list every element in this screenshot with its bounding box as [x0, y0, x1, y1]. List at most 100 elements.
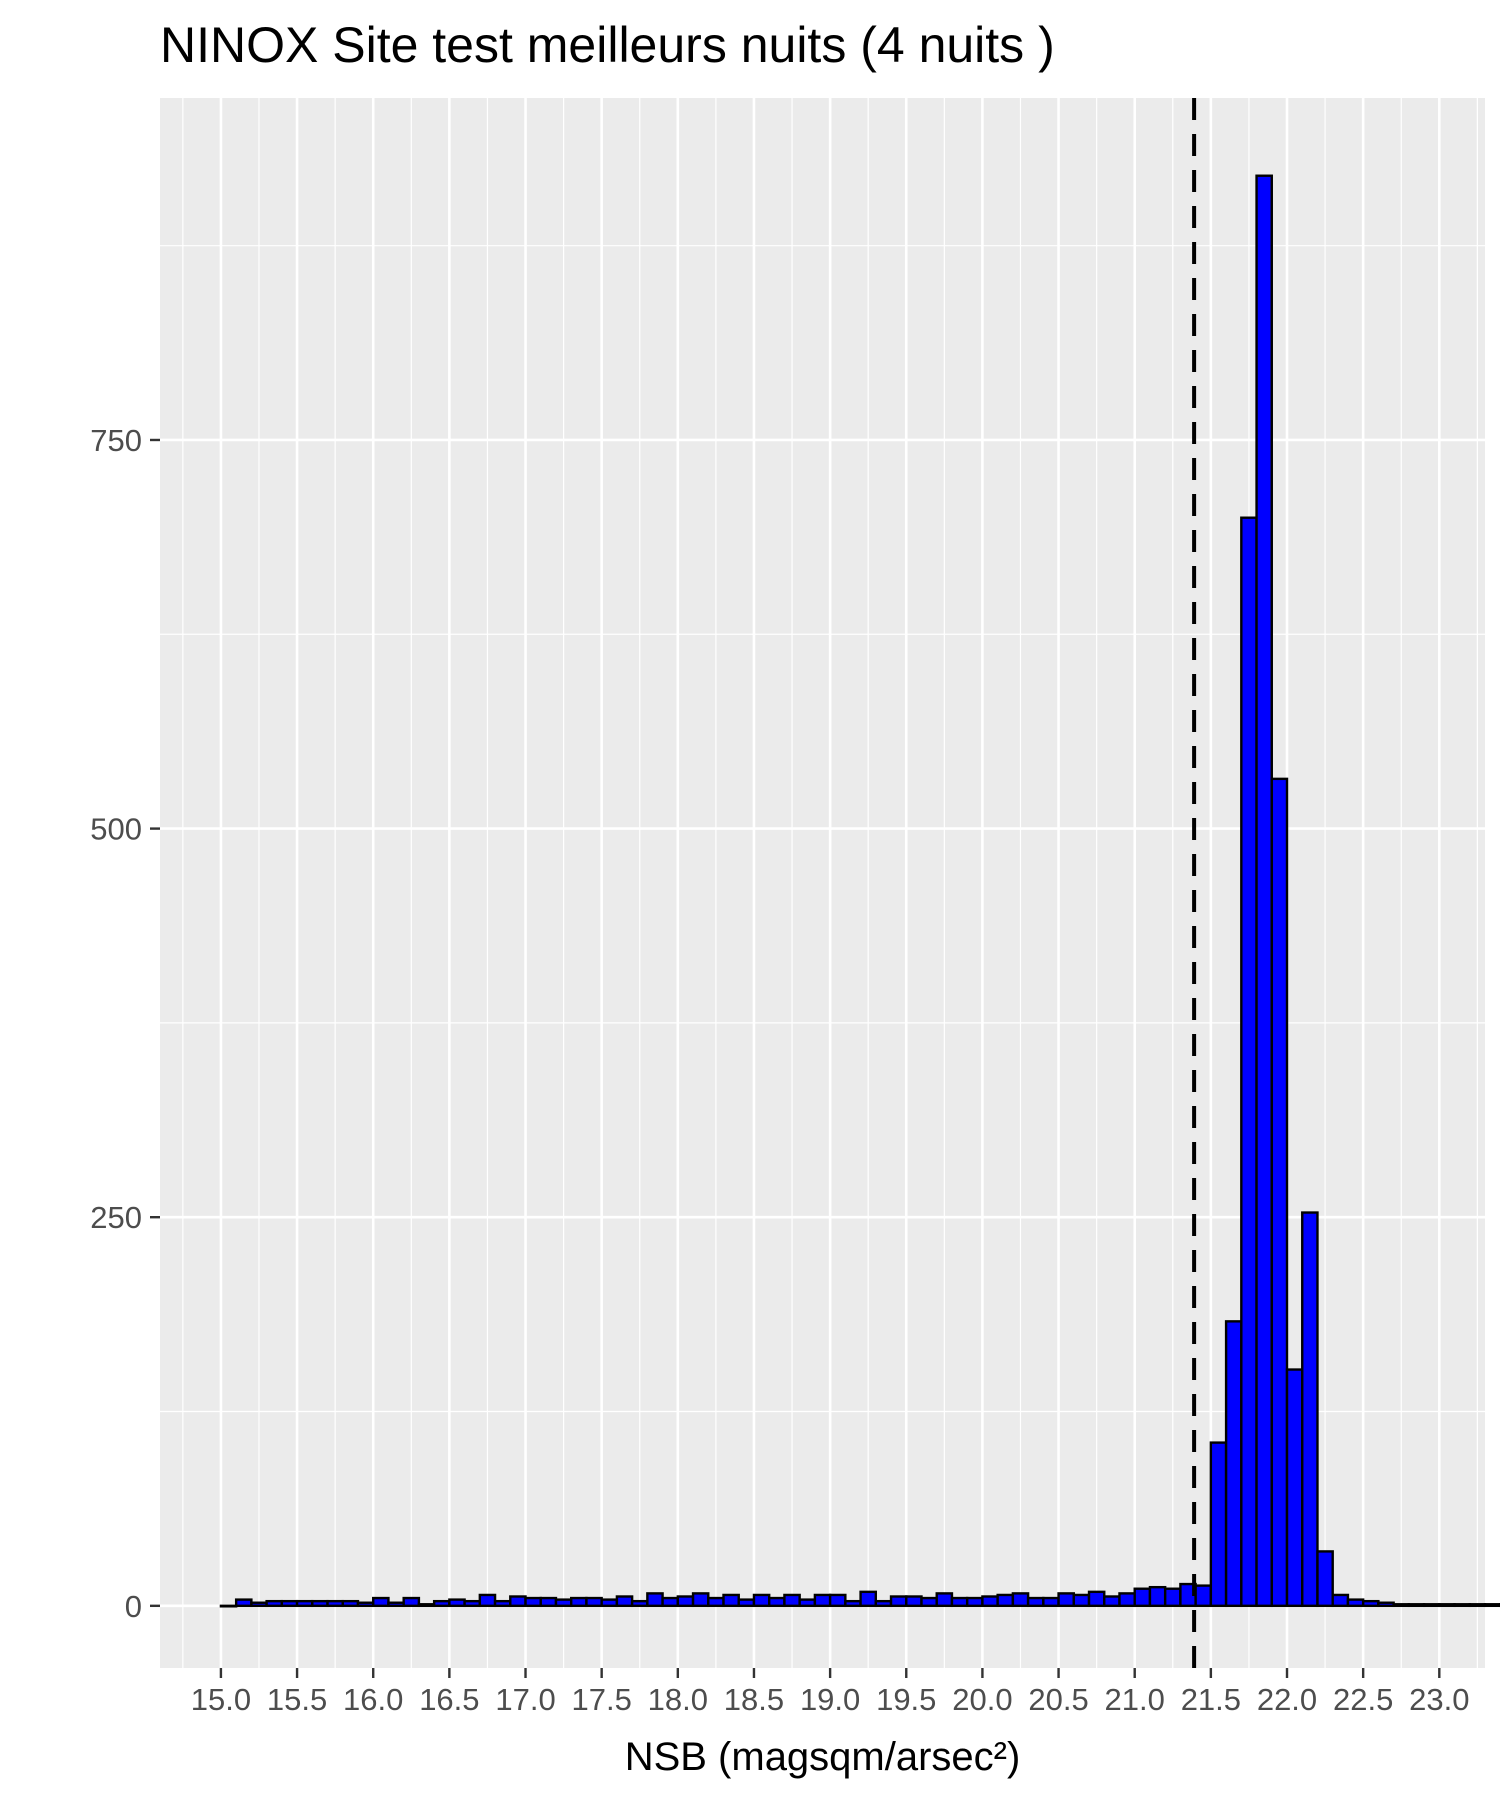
histogram-bar — [630, 1599, 649, 1608]
x-tick-label: 18.0 — [648, 1682, 708, 1717]
histogram-bar — [448, 1598, 466, 1608]
x-tick-label: 19.0 — [800, 1682, 860, 1717]
histogram-bar — [965, 1596, 984, 1608]
histogram-bar — [1057, 1592, 1075, 1608]
histogram-bar — [356, 1601, 375, 1608]
x-tick-label: 22.5 — [1333, 1682, 1393, 1717]
histogram-bar — [1331, 1593, 1350, 1608]
histogram-bar — [417, 1603, 436, 1608]
histogram-bar — [509, 1595, 527, 1608]
histogram-bar — [1422, 1603, 1441, 1608]
x-tick-label: 22.0 — [1257, 1682, 1317, 1717]
histogram-bar — [280, 1599, 299, 1608]
y-tick-label: 500 — [90, 812, 142, 847]
histogram-bar — [478, 1593, 497, 1608]
histogram-bar — [387, 1601, 405, 1608]
histogram-bar — [646, 1592, 664, 1608]
chart-title: NINOX Site test meilleurs nuits (4 nuits… — [160, 17, 1055, 73]
histogram-bar — [1163, 1587, 1182, 1608]
histogram-bar — [554, 1598, 573, 1608]
histogram-bar — [539, 1596, 558, 1608]
histogram-bar — [1453, 1603, 1471, 1608]
histogram-bar — [707, 1596, 725, 1608]
histogram-bar — [463, 1599, 482, 1608]
x-tick-label: 16.0 — [343, 1682, 403, 1717]
x-tick-label: 18.5 — [724, 1682, 784, 1717]
histogram-bar — [326, 1599, 344, 1608]
histogram-bar — [752, 1593, 771, 1608]
x-tick-label: 17.0 — [495, 1682, 555, 1717]
x-tick-label: 21.0 — [1105, 1682, 1165, 1717]
histogram-bar — [402, 1596, 421, 1608]
histogram-bar — [889, 1595, 908, 1608]
histogram-bar — [859, 1590, 878, 1608]
histogram-bar — [615, 1595, 634, 1608]
histogram-bar — [1270, 777, 1289, 1608]
histogram-bar — [265, 1599, 284, 1608]
x-tick-label: 23.0 — [1409, 1682, 1469, 1717]
histogram-bar — [1042, 1596, 1060, 1608]
histogram-bar — [1026, 1596, 1045, 1608]
histogram-bar — [1224, 1320, 1243, 1608]
histogram-bar — [798, 1598, 817, 1608]
histogram-bar — [341, 1599, 360, 1608]
histogram-bar — [585, 1596, 603, 1608]
histogram-bar — [311, 1599, 329, 1608]
x-tick-label: 20.5 — [1028, 1682, 1088, 1717]
histogram-bar — [1301, 1211, 1319, 1608]
histogram-bar — [874, 1599, 893, 1608]
histogram-bar — [1072, 1593, 1091, 1608]
histogram-bar — [1240, 516, 1258, 1608]
histogram-bar — [1468, 1603, 1487, 1608]
x-tick-label: 15.0 — [191, 1682, 251, 1717]
histogram-bar — [844, 1599, 862, 1608]
histogram-bar — [783, 1593, 801, 1608]
histogram-bar — [1346, 1598, 1365, 1608]
histogram-bar — [372, 1596, 390, 1608]
histogram-bar — [996, 1593, 1015, 1608]
x-tick-label: 16.5 — [419, 1682, 479, 1717]
histogram-bar — [722, 1593, 740, 1608]
histogram-bar — [1483, 1603, 1500, 1608]
histogram-bar — [1255, 174, 1273, 1608]
y-tick-label: 250 — [90, 1200, 142, 1235]
histogram-bar — [1407, 1603, 1426, 1608]
histogram-bar — [1011, 1592, 1030, 1608]
histogram-bar — [1392, 1603, 1411, 1608]
x-tick-label: 19.5 — [876, 1682, 936, 1717]
histogram-bar — [1194, 1584, 1213, 1608]
histogram-bar — [234, 1598, 253, 1608]
histogram-bar — [250, 1601, 268, 1608]
x-axis-title: NSB (magsqm/arsec²) — [625, 1735, 1021, 1779]
histogram-bars — [219, 174, 1500, 1608]
histogram-bar — [767, 1596, 786, 1608]
histogram-bar — [1438, 1603, 1456, 1608]
y-axis: 0 250 500 750 — [90, 423, 160, 1624]
histogram-bar — [1316, 1550, 1334, 1608]
histogram-bar — [813, 1593, 832, 1608]
histogram-bar — [1209, 1441, 1228, 1608]
histogram-bar — [493, 1599, 512, 1608]
histogram-bar — [1285, 1368, 1304, 1608]
histogram-bar — [295, 1599, 314, 1608]
histogram-bar — [1148, 1585, 1167, 1608]
x-tick-label: 20.0 — [952, 1682, 1012, 1717]
histogram-bar — [691, 1592, 710, 1608]
histogram-bar — [920, 1596, 938, 1608]
histogram-bar — [570, 1596, 588, 1608]
histogram-bar — [737, 1598, 756, 1608]
histogram-bar — [1103, 1595, 1121, 1608]
histogram-bar — [828, 1593, 847, 1608]
histogram-bar — [432, 1599, 451, 1608]
x-tick-label: 17.5 — [571, 1682, 631, 1717]
histogram-bar — [1118, 1592, 1136, 1608]
histogram-bar — [981, 1595, 999, 1608]
histogram-bar — [1087, 1590, 1106, 1608]
histogram-bar — [676, 1595, 695, 1608]
histogram-bar — [1377, 1601, 1395, 1608]
x-tick-label: 21.5 — [1181, 1682, 1241, 1717]
histogram-bar — [661, 1596, 680, 1608]
x-axis: 15.0 15.5 16.0 16.5 17.0 17.5 18.0 18.5 19.0 19.5… — [191, 1668, 1469, 1717]
